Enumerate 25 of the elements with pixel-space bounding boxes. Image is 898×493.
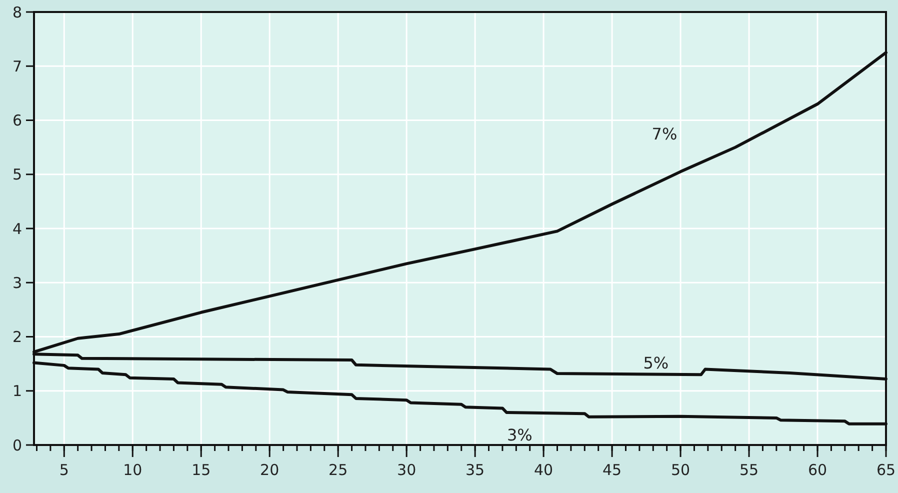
y-tick-label: 0	[12, 436, 22, 454]
y-tick-label: 6	[12, 112, 22, 130]
x-tick-label: 60	[808, 461, 828, 479]
y-tick-label: 8	[12, 3, 22, 22]
x-tick-label: 40	[534, 461, 554, 479]
x-tick-label: 5	[59, 461, 69, 479]
x-tick-label: 15	[192, 461, 211, 479]
y-tick-label: 3	[12, 274, 22, 292]
x-tick-label: 30	[397, 461, 416, 479]
x-tick-label: 50	[670, 461, 690, 479]
x-tick-label: 35	[466, 461, 485, 479]
x-tick-label: 25	[328, 461, 348, 479]
y-tick-label: 2	[12, 328, 22, 346]
y-tick-label: 7	[12, 57, 22, 76]
series-label: 3%	[506, 426, 532, 445]
x-tick-label: 10	[123, 461, 142, 479]
y-tick-label: 5	[12, 166, 22, 184]
y-tick-label: 4	[12, 220, 22, 238]
y-tick-label: 1	[12, 382, 22, 400]
x-tick-label: 45	[602, 461, 622, 479]
x-tick-label: 20	[260, 461, 280, 479]
x-tick-label: 55	[739, 461, 759, 479]
x-tick-label: 65	[876, 461, 896, 479]
series-label: 5%	[643, 353, 669, 372]
series-label: 7%	[652, 124, 678, 144]
